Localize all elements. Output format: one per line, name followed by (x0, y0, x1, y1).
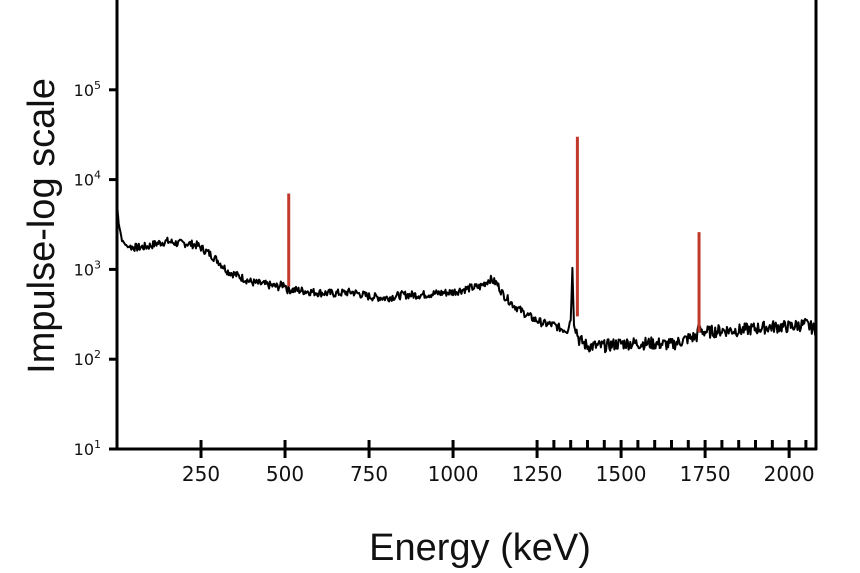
x-tick-label: 1750 (680, 462, 731, 486)
y-tick-label: 102 (74, 348, 101, 369)
x-minor-ticks (552, 440, 808, 449)
y-tick-label: 105 (74, 79, 101, 100)
y-tick-label: 104 (74, 169, 101, 190)
series-group (116, 202, 817, 354)
x-tick-label: 1500 (596, 462, 647, 486)
peak-group (287, 136, 701, 333)
x-ticks: 250 500 750 1000 1250 1500 1750 2000 (182, 440, 815, 486)
spectrum-line (116, 202, 817, 354)
y-tick-label: 101 (74, 438, 101, 459)
y-axis-title: Impulse-log scale (21, 78, 63, 374)
x-tick-label: 1250 (512, 462, 563, 486)
y-tick-label: 103 (74, 258, 101, 279)
x-tick-label: 2000 (764, 462, 815, 486)
plot-area: 101 102 103 104 105 250 500 750 1000 1250 1500 175… (74, 0, 818, 486)
x-tick-label: 750 (350, 462, 388, 486)
y-ticks: 101 102 103 104 105 (74, 79, 118, 459)
x-axis-title: Energy (keV) (369, 527, 591, 569)
x-tick-label: 250 (182, 462, 220, 486)
x-tick-label: 500 (266, 462, 304, 486)
x-tick-label: 1000 (428, 462, 479, 486)
